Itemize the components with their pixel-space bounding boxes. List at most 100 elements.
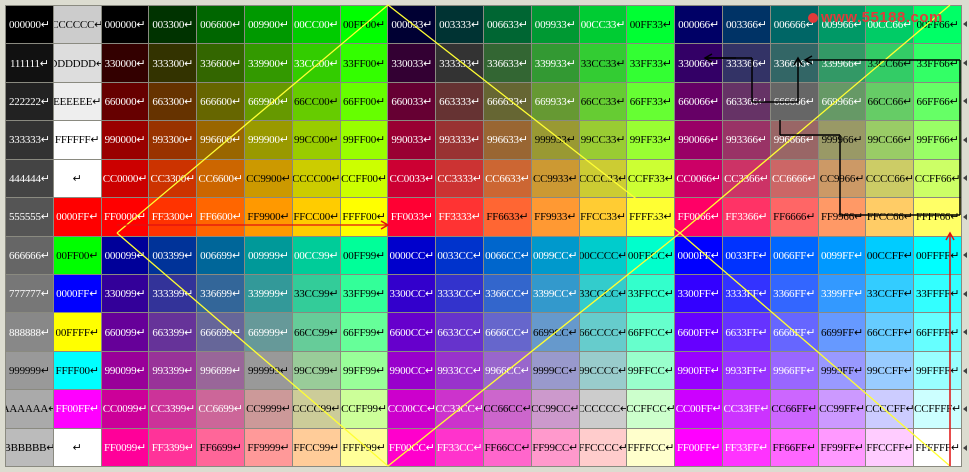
color-cell: 990099↵ xyxy=(101,351,149,390)
color-cell: CC9999↵ xyxy=(244,390,292,428)
color-cell: 99CC33↵ xyxy=(579,121,627,159)
color-cell: CCFFCC↵ xyxy=(627,390,675,428)
row-marker-icon xyxy=(963,367,967,374)
swatch-cell: 333333↵ xyxy=(6,121,53,159)
color-cell: 669933↵ xyxy=(531,82,579,121)
color-cell: CC0066↵ xyxy=(675,159,722,198)
swatch-cell: DDDDDD↵ xyxy=(53,44,101,82)
row-marker-icon xyxy=(963,59,967,66)
color-cell: 660000↵ xyxy=(101,82,149,121)
color-cell: CC00FF↵ xyxy=(675,390,722,428)
color-cell: 000000↵ xyxy=(101,6,149,44)
color-cell: FF3399↵ xyxy=(149,428,197,466)
color-cell: 0000CC↵ xyxy=(388,236,436,274)
color-cell: FFCCCC↵ xyxy=(579,428,627,466)
color-cell: 663399↵ xyxy=(149,313,197,351)
watermark-logo-icon xyxy=(808,13,818,24)
color-cell: 33FF00↵ xyxy=(340,44,388,82)
color-cell: 996699↵ xyxy=(197,351,244,390)
swatch-cell: ↵ xyxy=(53,159,101,198)
swatch-cell: BBBBBB↵ xyxy=(6,428,53,466)
color-cell: 330033↵ xyxy=(388,44,436,82)
row-marker-icon xyxy=(963,21,967,27)
row-marker-icon xyxy=(963,98,967,104)
color-cell: FF6699↵ xyxy=(197,428,244,466)
color-cell: 99CC66↵ xyxy=(866,121,914,159)
color-cell: 0066FF↵ xyxy=(770,236,818,274)
color-cell: 330066↵ xyxy=(675,44,722,82)
color-cell: 66FF33↵ xyxy=(627,82,675,121)
color-cell: 6600CC↵ xyxy=(388,313,436,351)
swatch-cell: 888888↵ xyxy=(6,313,53,351)
color-cell: FF6600↵ xyxy=(197,198,244,236)
color-cell: FF6666↵ xyxy=(770,198,818,236)
color-cell: 9966CC↵ xyxy=(483,351,531,390)
color-cell: 99FF33↵ xyxy=(627,121,675,159)
color-cell: FFCC99↵ xyxy=(292,428,340,466)
color-cell: 009933↵ xyxy=(531,6,579,44)
color-cell: 999933↵ xyxy=(531,121,579,159)
color-cell: CC9966↵ xyxy=(818,159,866,198)
swatch-cell: FF00FF↵ xyxy=(53,390,101,428)
color-cell: 003333↵ xyxy=(436,6,483,44)
color-cell: 990000↵ xyxy=(101,121,149,159)
color-cell: 003399↵ xyxy=(149,236,197,274)
color-cell: 6666FF↵ xyxy=(770,313,818,351)
swatch-cell: CCCCCC↵ xyxy=(53,6,101,44)
color-cell: 660099↵ xyxy=(101,313,149,351)
color-cell: 0000FF↵ xyxy=(675,236,722,274)
color-cell: 66FFCC↵ xyxy=(627,313,675,351)
color-cell: 0033CC↵ xyxy=(436,236,483,274)
color-cell: 66CCCC↵ xyxy=(579,313,627,351)
row-marker-icon xyxy=(963,290,967,297)
color-cell: 3399CC↵ xyxy=(531,274,579,313)
swatch-cell: FFFFFF↵ xyxy=(53,121,101,159)
swatch-cell: 777777↵ xyxy=(6,274,53,313)
color-cell: CCFF33↵ xyxy=(627,159,675,198)
color-cell: 9933CC↵ xyxy=(436,351,483,390)
color-cell: 996666↵ xyxy=(770,121,818,159)
color-cell: 33FF99↵ xyxy=(340,274,388,313)
color-cell: 33CCCC↵ xyxy=(579,274,627,313)
color-cell: FF66CC↵ xyxy=(483,428,531,466)
color-cell: 3366CC↵ xyxy=(483,274,531,313)
color-cell: 333300↵ xyxy=(149,44,197,82)
color-cell: 33FF33↵ xyxy=(627,44,675,82)
color-cell: 666666↵ xyxy=(770,82,818,121)
color-cell: CC3399↵ xyxy=(149,390,197,428)
color-cell: 339933↵ xyxy=(531,44,579,82)
color-cell: 333399↵ xyxy=(149,274,197,313)
color-cell: CCCCCC↵ xyxy=(579,390,627,428)
color-cell: CC66CC↵ xyxy=(483,390,531,428)
color-cell: 99FFCC↵ xyxy=(627,351,675,390)
color-cell: 3366FF↵ xyxy=(770,274,818,313)
color-cell: 000099↵ xyxy=(101,236,149,274)
color-cell: CC33FF↵ xyxy=(722,390,770,428)
color-cell: 99CC00↵ xyxy=(292,121,340,159)
color-cell: CC66FF↵ xyxy=(770,390,818,428)
color-cell: CCFF66↵ xyxy=(914,159,961,198)
color-cell: 0099CC↵ xyxy=(531,236,579,274)
swatch-cell: AAAAAA↵ xyxy=(6,390,53,428)
color-cell: 66FF00↵ xyxy=(340,82,388,121)
color-cell: 3399FF↵ xyxy=(818,274,866,313)
color-cell: 006600↵ xyxy=(197,6,244,44)
color-cell: 6699CC↵ xyxy=(531,313,579,351)
swatch-cell: 0000FF↵ xyxy=(53,198,101,236)
color-cell: CC3366↵ xyxy=(722,159,770,198)
color-cell: 993333↵ xyxy=(436,121,483,159)
swatch-cell: EEEEEE↵ xyxy=(53,82,101,121)
swatch-cell: 0000FF↵ xyxy=(53,274,101,313)
color-cell: CCFFFF↵ xyxy=(914,390,961,428)
color-cell: FF0099↵ xyxy=(101,428,149,466)
color-cell: 00FF00↵ xyxy=(340,6,388,44)
swatch-cell: 000000↵ xyxy=(6,6,53,44)
swatch-cell: 666666↵ xyxy=(6,236,53,274)
color-cell: FFFF00↵ xyxy=(340,198,388,236)
swatch-cell: 999999↵ xyxy=(6,351,53,390)
color-cell: 666633↵ xyxy=(483,82,531,121)
color-cell: FF33FF↵ xyxy=(722,428,770,466)
color-cell: FF33CC↵ xyxy=(436,428,483,466)
swatch-cell: 222222↵ xyxy=(6,82,53,121)
